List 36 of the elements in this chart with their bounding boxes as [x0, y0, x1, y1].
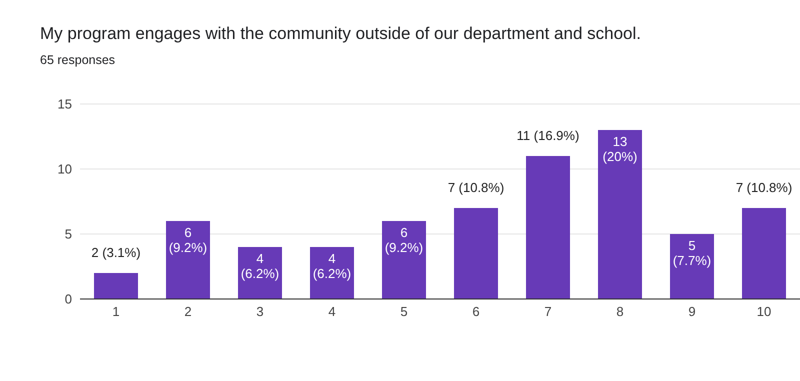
y-tick-label: 15: [58, 96, 72, 112]
data-label: 13 (20%): [602, 134, 638, 164]
bar: [238, 247, 282, 299]
data-label: 2 (3.1%): [91, 245, 141, 260]
data-label: 5 (7.7%): [672, 238, 712, 268]
x-tick-label: 8: [616, 304, 624, 320]
y-tick-label: 0: [64, 292, 72, 307]
chart-subtitle: 65 responses: [40, 53, 116, 67]
data-label: 6 (9.2%): [168, 225, 208, 255]
x-tick-label: 3: [256, 304, 264, 320]
x-tick-label: 1: [112, 304, 120, 320]
bar: [742, 208, 786, 299]
y-tick-label: 5: [64, 226, 72, 242]
data-label: 6 (9.2%): [384, 225, 424, 255]
data-label: 11 (16.9%): [516, 128, 580, 143]
bar: [670, 234, 714, 299]
x-tick-label: 10: [756, 304, 772, 320]
data-label: 4 (6.2%): [240, 251, 280, 281]
bar: [526, 156, 570, 299]
data-label: 4 (6.2%): [312, 251, 352, 281]
bar: [310, 247, 354, 299]
x-tick-label: 5: [400, 304, 408, 320]
x-tick-label: 9: [688, 304, 696, 320]
chart-title: My program engages with the community outside of our department and school.: [40, 24, 641, 44]
data-label: 7 (10.8%): [448, 180, 504, 195]
bar: [94, 273, 138, 299]
bar: [166, 221, 210, 299]
bar: [454, 208, 498, 299]
x-tick-label: 6: [472, 304, 480, 320]
x-tick-label: 2: [184, 304, 192, 320]
y-tick-label: 10: [58, 162, 72, 177]
bar: [598, 130, 642, 299]
x-tick-label: 7: [544, 304, 552, 320]
bar: [382, 221, 426, 299]
data-label: 7 (10.8%): [736, 180, 792, 195]
x-tick-label: 4: [328, 304, 336, 320]
